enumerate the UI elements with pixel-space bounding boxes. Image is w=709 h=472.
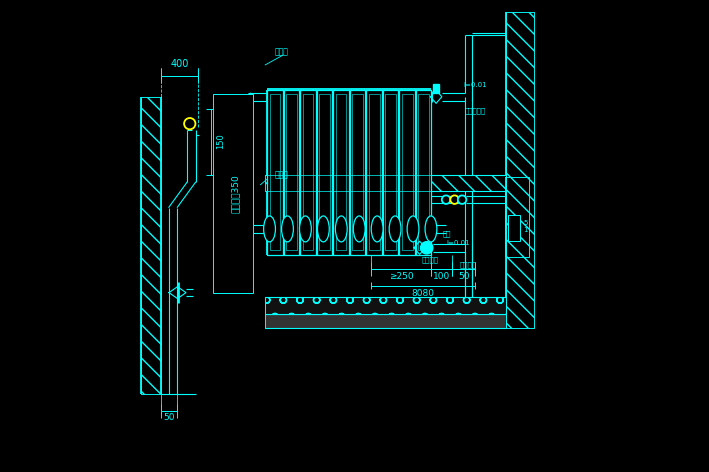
Text: ≥250: ≥250 (389, 271, 413, 281)
Text: 无缝钢管350: 无缝钢管350 (231, 174, 240, 213)
Text: 100: 100 (433, 271, 450, 281)
Bar (317, 90, 333, 255)
Bar (267, 90, 283, 255)
Ellipse shape (264, 216, 275, 242)
Bar (350, 90, 365, 255)
Text: 泄水主管: 泄水主管 (422, 256, 439, 263)
Bar (418, 94, 429, 250)
Bar (300, 90, 316, 255)
Bar (352, 94, 363, 250)
Ellipse shape (372, 216, 383, 242)
Bar (265, 175, 506, 191)
Ellipse shape (281, 216, 294, 242)
Ellipse shape (425, 216, 437, 242)
Text: 400: 400 (170, 59, 189, 69)
Circle shape (184, 118, 196, 129)
Text: 阀阀: 阀阀 (442, 230, 451, 237)
Bar (385, 94, 396, 250)
Text: 50: 50 (163, 413, 174, 422)
Text: i=0.01: i=0.01 (447, 240, 470, 246)
Circle shape (450, 195, 459, 204)
Bar (286, 94, 297, 250)
Bar (367, 90, 382, 255)
Text: 8080: 8080 (411, 289, 435, 298)
Text: 150: 150 (216, 134, 225, 150)
Bar (303, 94, 313, 250)
Text: 排气阀: 排气阀 (274, 47, 289, 57)
Bar (402, 94, 413, 250)
Ellipse shape (318, 216, 329, 242)
Bar (506, 12, 534, 328)
Text: 疏水弯管: 疏水弯管 (459, 261, 476, 268)
Bar (265, 314, 506, 328)
Ellipse shape (299, 216, 311, 242)
Bar (416, 90, 432, 255)
Bar (269, 94, 281, 250)
Bar (506, 12, 534, 328)
Bar (506, 177, 529, 257)
Bar (284, 90, 299, 255)
Bar (141, 97, 161, 394)
Bar (141, 97, 161, 394)
Bar (213, 94, 253, 293)
Ellipse shape (389, 216, 401, 242)
Bar (508, 215, 520, 241)
Text: 温控调节阀: 温控调节阀 (464, 108, 486, 114)
Ellipse shape (407, 216, 419, 242)
Ellipse shape (335, 216, 347, 242)
Circle shape (442, 195, 450, 204)
Bar (383, 90, 398, 255)
Circle shape (420, 242, 433, 254)
Text: i=0.01: i=0.01 (463, 82, 486, 88)
Text: 50: 50 (458, 271, 469, 281)
Text: 排气阀: 排气阀 (274, 170, 289, 179)
Circle shape (458, 195, 467, 204)
Bar (265, 175, 506, 191)
Bar (319, 94, 330, 250)
Text: 5
1: 5 1 (523, 220, 527, 233)
Bar (369, 94, 379, 250)
Bar (433, 84, 440, 93)
Bar (335, 94, 347, 250)
Bar (399, 90, 415, 255)
Bar (506, 177, 529, 257)
Ellipse shape (353, 216, 365, 242)
Bar (265, 297, 506, 314)
Bar (333, 90, 349, 255)
